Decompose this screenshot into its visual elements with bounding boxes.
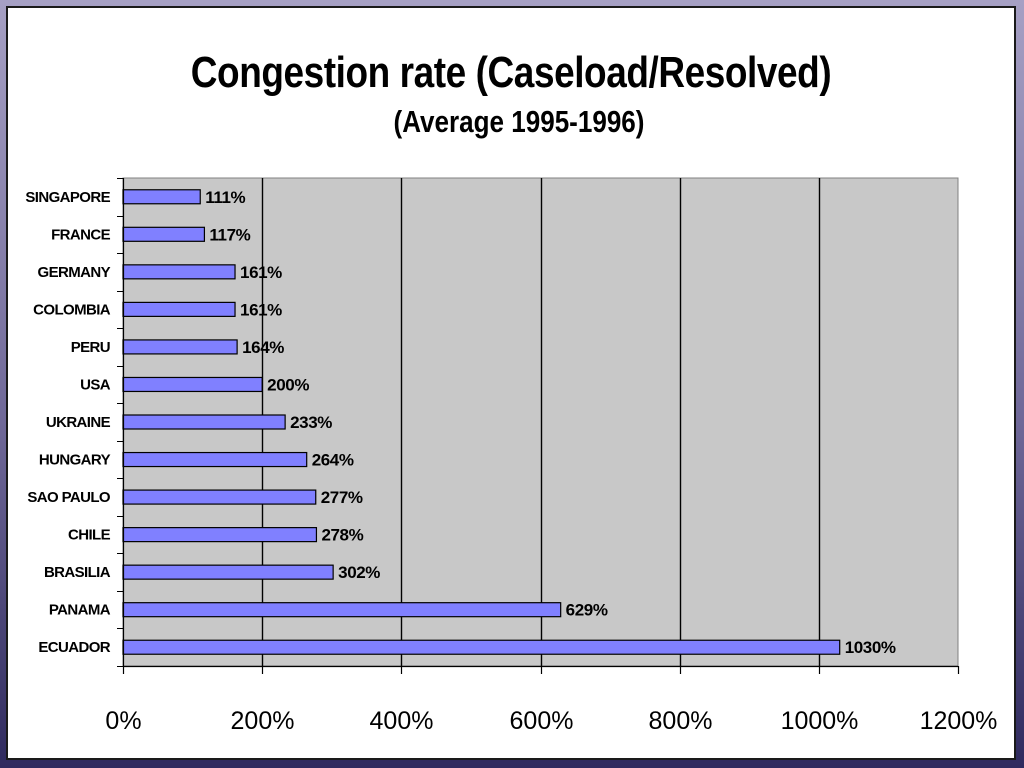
bar [122, 226, 206, 242]
bar [122, 414, 286, 430]
data-label: 278% [321, 526, 363, 545]
x-tick-label: 400% [370, 707, 434, 735]
data-label: 111% [205, 188, 245, 207]
category-label: BRASILIA [44, 564, 111, 581]
x-tick-label: 1000% [781, 707, 859, 735]
bar [122, 301, 236, 317]
bar [122, 489, 317, 505]
data-label: 233% [290, 413, 332, 432]
category-label: FRANCE [51, 226, 110, 243]
labels: 111% SINGAPORE 117% FRANCE 161% GERMANY 161% CO… [25, 188, 997, 735]
data-label: 302% [338, 563, 380, 582]
category-label: SINGAPORE [25, 189, 110, 206]
x-tick-label: 1200% [920, 707, 998, 735]
bars [122, 189, 841, 655]
x-tick-label: 200% [231, 707, 295, 735]
category-label: PERU [71, 339, 110, 356]
x-tick-label: 600% [510, 707, 574, 735]
gridlines [261, 178, 821, 666]
chart-subtitle: (Average 1995-1996) [393, 104, 645, 139]
category-label: HUNGARY [39, 452, 111, 469]
data-label: 264% [312, 451, 354, 470]
bar [122, 564, 334, 580]
category-label: SAO PAULO [27, 489, 111, 506]
data-label: 277% [321, 488, 363, 507]
data-label: 629% [566, 601, 608, 620]
bar [122, 602, 562, 618]
data-label: 117% [209, 225, 250, 244]
category-label: UKRAINE [46, 414, 111, 431]
axes [117, 178, 960, 674]
bar [122, 339, 238, 355]
chart-title: Congestion rate (Caseload/Resolved) [190, 48, 832, 97]
category-label: USA [80, 376, 111, 393]
category-label: PANAMA [49, 602, 111, 619]
bar [122, 264, 236, 280]
data-label: 200% [267, 375, 309, 394]
data-label: 161% [240, 263, 282, 282]
x-tick-label: 0% [105, 707, 141, 735]
data-label: 164% [242, 338, 284, 357]
bar [122, 527, 318, 543]
bar [122, 189, 201, 205]
bar [122, 451, 308, 468]
category-label: GERMANY [38, 264, 111, 281]
x-tick-label: 800% [649, 707, 713, 735]
bar [122, 639, 841, 655]
category-label: ECUADOR [38, 639, 110, 656]
category-label: COLOMBIA [33, 301, 111, 318]
bar [122, 376, 263, 393]
data-label: 1030% [845, 638, 896, 657]
data-label: 161% [240, 300, 282, 319]
category-label: CHILE [68, 527, 111, 544]
